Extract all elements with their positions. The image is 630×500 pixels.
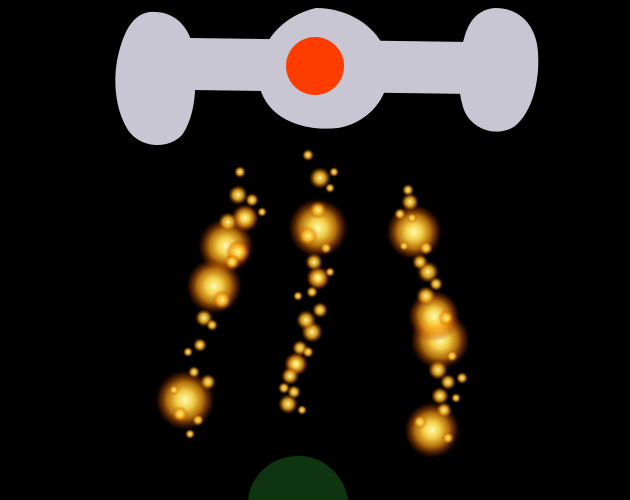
right-fire-column: [386, 184, 470, 458]
enemy-core: [286, 37, 344, 95]
spark: [305, 253, 323, 271]
spark: [188, 366, 200, 378]
spark: [309, 201, 327, 219]
spark: [419, 241, 433, 255]
spark: [456, 372, 468, 384]
spark: [329, 167, 339, 177]
spark: [451, 393, 461, 403]
spark: [281, 367, 299, 385]
spark: [431, 387, 449, 405]
spark: [429, 277, 443, 291]
enemy-right-pod: [458, 8, 539, 132]
spark: [278, 382, 290, 394]
spark: [312, 302, 328, 318]
middle-fire-column: [278, 149, 348, 415]
spark: [325, 183, 335, 193]
spark: [302, 149, 314, 161]
spark: [224, 254, 240, 270]
spark: [413, 415, 427, 429]
spark: [200, 374, 216, 390]
spark: [206, 319, 218, 331]
spark: [440, 374, 456, 390]
spark: [287, 385, 301, 399]
spark: [172, 406, 188, 422]
spark: [446, 350, 458, 362]
spark: [212, 290, 232, 310]
spark: [278, 394, 298, 414]
spark: [218, 212, 238, 232]
spark: [228, 185, 248, 205]
spark: [257, 207, 267, 217]
player-ship[interactable]: [248, 455, 348, 500]
spark: [394, 208, 406, 220]
spark: [442, 432, 454, 444]
spark: [309, 167, 331, 189]
spark: [428, 360, 448, 380]
spark: [325, 267, 335, 277]
spark: [412, 254, 428, 270]
fireball: [231, 204, 259, 232]
spark: [298, 226, 318, 246]
spark: [183, 347, 193, 357]
spark: [185, 429, 195, 439]
spark: [234, 166, 246, 178]
spark: [192, 414, 204, 426]
spark: [296, 310, 316, 330]
fireball: [306, 266, 330, 290]
enemy-left-pod: [115, 11, 196, 146]
enemy-ship: [115, 8, 539, 146]
spark: [169, 385, 179, 395]
spark: [401, 193, 419, 211]
spark: [245, 193, 259, 207]
spark: [407, 213, 417, 223]
spark: [416, 286, 436, 306]
spark: [293, 291, 303, 301]
spark: [297, 405, 307, 415]
spark: [402, 184, 414, 196]
left-fire-column: [155, 166, 267, 439]
spark: [306, 286, 318, 298]
spark: [438, 310, 454, 326]
spark: [320, 242, 332, 254]
spark: [436, 402, 452, 418]
spark: [302, 346, 314, 358]
fire-columns: [155, 149, 470, 458]
spark: [399, 241, 409, 251]
spark: [193, 338, 207, 352]
